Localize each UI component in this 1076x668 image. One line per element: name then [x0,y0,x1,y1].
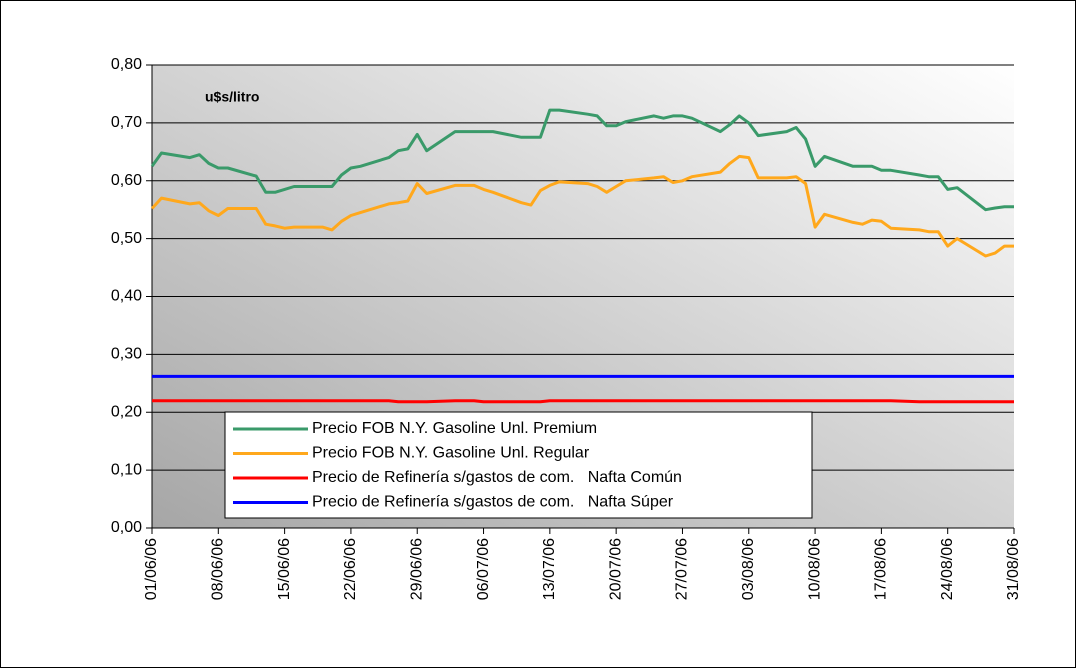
y-tick-label: 0,00 [111,519,142,536]
x-tick-label: 13/07/06 [541,538,558,600]
x-tick-label: 24/08/06 [939,538,956,600]
y-tick-label: 0,60 [111,172,142,189]
x-tick-label: 08/06/06 [210,538,227,600]
y-tick-label: 0,40 [111,288,142,305]
series-line [150,108,1014,212]
x-tick-label: 31/08/06 [1005,538,1022,600]
x-tick-label: 27/07/06 [674,538,691,600]
legend-label: Precio de Refinería s/gastos de com. Naf… [312,469,682,486]
x-tick-label: 03/08/06 [740,538,757,600]
x-tick-label: 15/06/06 [276,538,293,600]
x-tick-label: 22/06/06 [342,538,359,600]
x-tick-label: 20/07/06 [607,538,624,600]
x-tick-label: 06/07/06 [475,538,492,600]
legend [224,411,813,519]
legend-label: Precio de Refinería s/gastos de com. Naf… [312,494,674,511]
y-tick-label: 0,20 [111,403,142,420]
y-tick-label: 0,80 [111,56,142,73]
unit-annotation: u$s/litro [205,89,259,105]
y-tick-label: 0,10 [111,461,142,478]
x-tick-label: 10/08/06 [806,538,823,600]
series-line [150,154,1014,258]
y-tick-label: 0,50 [111,230,142,247]
x-tick-label: 01/06/06 [143,538,160,600]
x-tick-label: 29/06/06 [408,538,425,600]
legend-label: Precio FOB N.Y. Gasoline Unl. Regular [312,445,590,462]
legend-label: Precio FOB N.Y. Gasoline Unl. Premium [312,420,597,437]
y-tick-label: 0,70 [111,114,142,131]
y-tick-label: 0,30 [111,346,142,363]
x-tick-label: 17/08/06 [873,538,890,600]
series-line [152,399,1014,404]
